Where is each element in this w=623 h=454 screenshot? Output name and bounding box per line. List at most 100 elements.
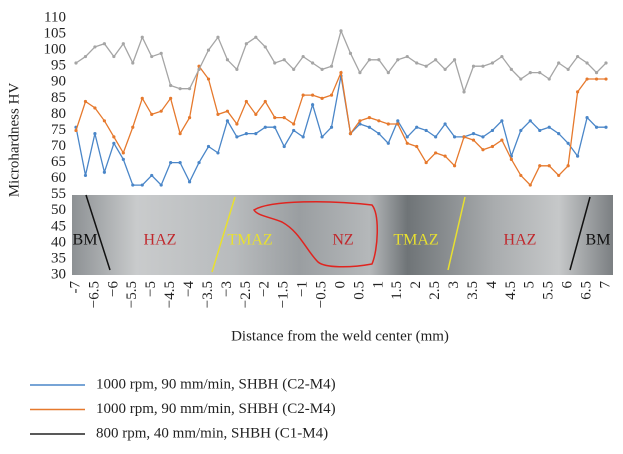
series-line — [75, 28, 607, 94]
data-point — [225, 58, 230, 62]
region-label: TMAZ — [227, 232, 272, 249]
data-point — [348, 132, 353, 136]
x-tick-label: −6 — [105, 281, 121, 297]
data-point — [367, 58, 371, 62]
nugget-outline — [252, 200, 378, 268]
x-tick-label: 6.5 — [579, 281, 595, 300]
data-point — [216, 35, 220, 39]
legend-label: 1000 rpm, 90 mm/min, SHBH (C2-M4) — [96, 401, 336, 417]
x-tick-label: 5 — [522, 281, 538, 289]
photo-background — [72, 195, 613, 275]
region-label: NZ — [332, 232, 353, 249]
data-point — [434, 151, 438, 155]
y-tick-label: 105 — [44, 26, 67, 42]
y-tick-label: 80 — [51, 106, 66, 122]
data-point — [263, 125, 267, 129]
data-point — [329, 93, 334, 97]
y-tick-label: 100 — [44, 42, 67, 58]
data-point — [112, 135, 116, 139]
data-point — [594, 77, 599, 81]
data-point — [225, 109, 230, 113]
region-label: HAZ — [504, 232, 537, 249]
data-point — [490, 61, 495, 65]
data-point — [396, 119, 400, 123]
data-point — [225, 119, 230, 123]
data-point — [206, 48, 211, 52]
region-label: BM — [73, 232, 98, 249]
data-point — [500, 119, 504, 123]
data-point — [301, 93, 305, 97]
x-tick-label: −2 — [257, 281, 273, 297]
data-point — [102, 119, 106, 123]
y-tick-label: 75 — [51, 122, 66, 138]
data-point — [311, 103, 315, 107]
data-point — [443, 67, 447, 71]
boundary-line — [211, 196, 236, 273]
data-point — [93, 45, 97, 49]
data-point — [169, 160, 173, 165]
data-point — [358, 122, 362, 126]
data-point — [112, 54, 116, 59]
data-point — [415, 144, 419, 149]
data-point — [206, 144, 211, 149]
x-tick-label: 0.5 — [351, 281, 367, 300]
data-point — [538, 128, 542, 133]
data-point — [367, 125, 371, 129]
x-tick-label: 5.5 — [541, 281, 557, 300]
data-point — [405, 141, 409, 145]
data-point — [405, 135, 409, 139]
data-point — [604, 61, 608, 65]
data-point — [150, 54, 154, 59]
x-tick-label: −2.5 — [238, 281, 254, 308]
data-point — [386, 122, 390, 126]
data-point — [320, 67, 324, 71]
y-axis-title: Microhardness HV — [6, 83, 22, 198]
data-point — [462, 90, 466, 94]
data-point — [528, 183, 532, 187]
data-point — [519, 173, 523, 178]
data-point — [471, 138, 476, 142]
y-tick-label: 65 — [51, 154, 66, 170]
data-point — [93, 132, 97, 136]
y-tick-label: 45 — [51, 218, 66, 234]
data-point — [311, 93, 315, 97]
weld-photo — [72, 194, 613, 275]
data-point — [74, 61, 78, 65]
data-point — [187, 87, 192, 91]
data-point — [557, 132, 561, 136]
data-point — [112, 141, 116, 145]
data-point — [178, 87, 182, 91]
data-point — [566, 164, 570, 168]
x-tick-label: −1.5 — [276, 281, 292, 308]
data-point — [424, 64, 428, 68]
data-point — [443, 154, 447, 158]
data-point — [339, 29, 343, 33]
data-point — [83, 99, 88, 104]
x-tick-label: 2.5 — [427, 281, 443, 300]
data-point — [547, 77, 551, 81]
data-point — [585, 115, 589, 120]
data-point — [121, 42, 125, 46]
legend-label: 800 rpm, 40 mm/min, SHBH (C1-M4) — [96, 425, 328, 441]
boundary-line — [569, 196, 591, 271]
data-point — [538, 71, 542, 75]
data-point — [519, 128, 523, 133]
x-tick-label: −5 — [143, 281, 159, 297]
data-point — [244, 42, 248, 46]
x-tick-label: −6.5 — [86, 281, 102, 308]
data-point — [557, 61, 561, 65]
data-point — [377, 132, 381, 136]
data-point — [121, 157, 125, 161]
data-point — [405, 54, 409, 59]
data-point — [585, 77, 589, 81]
data-point — [216, 151, 220, 155]
data-point — [434, 58, 438, 62]
x-tick-label: −5.5 — [124, 281, 140, 308]
data-point — [462, 135, 466, 139]
data-point — [481, 64, 485, 68]
data-point — [329, 125, 334, 129]
x-tick-label: −3 — [219, 281, 235, 297]
x-tick-label: −1 — [295, 281, 311, 297]
data-point — [528, 119, 532, 123]
data-point — [367, 115, 371, 120]
